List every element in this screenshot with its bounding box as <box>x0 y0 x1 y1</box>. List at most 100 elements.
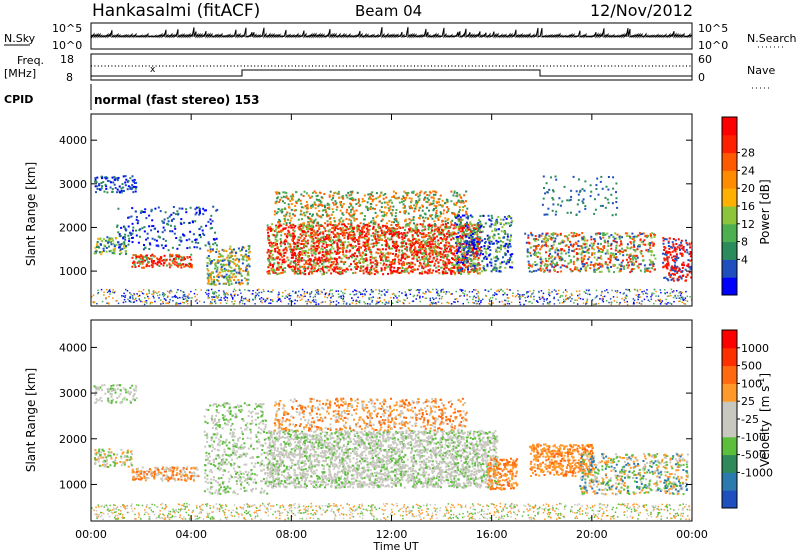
data-cell <box>490 261 493 264</box>
data-cell <box>414 193 417 196</box>
data-cell <box>323 240 326 243</box>
data-cell <box>355 238 358 241</box>
data-cell <box>199 212 201 215</box>
data-cell <box>299 265 301 268</box>
data-cell <box>282 200 284 203</box>
nsearch-label: N.Search <box>747 32 797 45</box>
data-cell <box>137 241 140 244</box>
data-cell <box>406 262 409 265</box>
data-cell <box>139 253 142 256</box>
data-cell <box>212 249 214 252</box>
data-cell <box>449 244 452 247</box>
data-cell <box>118 233 121 236</box>
data-cell <box>626 266 629 269</box>
data-cell <box>294 252 297 255</box>
data-cell <box>424 248 427 251</box>
data-cell <box>506 297 509 299</box>
data-cell <box>406 194 409 197</box>
data-cell <box>410 263 413 266</box>
data-cell <box>299 209 302 212</box>
data-cell <box>279 198 282 201</box>
data-cell <box>582 265 585 268</box>
data-cell <box>350 223 353 226</box>
data-cell <box>472 242 475 245</box>
data-cell <box>298 257 301 260</box>
data-cell <box>150 229 153 232</box>
data-cell <box>199 247 202 250</box>
data-cell <box>223 267 226 270</box>
data-cell <box>530 233 533 236</box>
data-cell <box>310 204 313 207</box>
data-cell <box>553 268 556 271</box>
data-cell <box>313 270 316 273</box>
data-cell <box>380 191 383 194</box>
data-cell <box>583 254 586 257</box>
data-cell <box>230 266 233 269</box>
data-cell <box>121 190 124 192</box>
data-cell <box>326 223 329 226</box>
data-cell <box>467 266 470 269</box>
data-cell <box>279 254 282 257</box>
data-cell <box>365 250 367 252</box>
data-cell <box>120 187 123 190</box>
data-cell <box>324 235 327 238</box>
data-cell <box>267 266 270 269</box>
data-cell <box>415 240 418 243</box>
data-cell <box>595 233 598 236</box>
data-cell <box>674 270 677 273</box>
data-cell <box>314 249 317 251</box>
data-cell <box>268 264 270 267</box>
data-cell <box>310 218 313 221</box>
data-cell <box>411 229 414 232</box>
data-cell <box>430 196 433 199</box>
data-cell <box>384 225 387 228</box>
data-cell <box>569 268 572 271</box>
data-cell <box>446 219 449 222</box>
data-cell <box>152 264 155 267</box>
data-cell <box>245 279 248 282</box>
data-cell <box>474 239 477 242</box>
data-cell <box>488 225 491 228</box>
data-cell <box>377 252 380 255</box>
data-cell <box>271 258 274 261</box>
data-cell <box>207 241 210 244</box>
data-cell <box>343 231 346 234</box>
data-cell <box>179 255 182 258</box>
data-cell <box>300 234 303 237</box>
data-cell <box>311 270 314 273</box>
data-cell <box>422 262 425 265</box>
data-cell <box>276 273 279 276</box>
data-cell <box>456 267 459 270</box>
data-cell <box>545 260 548 262</box>
data-cell <box>157 245 160 248</box>
data-cell <box>131 175 134 178</box>
data-cell <box>439 233 441 236</box>
data-cell <box>358 250 360 253</box>
data-cell <box>400 259 402 262</box>
data-cell <box>545 232 548 235</box>
data-cell <box>327 261 330 264</box>
data-cell <box>379 238 382 241</box>
data-cell <box>405 256 408 259</box>
data-cell <box>501 226 504 229</box>
data-cell <box>424 257 427 260</box>
data-cell <box>218 282 221 285</box>
data-cell <box>305 261 307 264</box>
data-cell <box>336 261 339 264</box>
data-cell <box>364 234 366 237</box>
data-cell <box>227 280 230 283</box>
data-cell <box>439 194 442 197</box>
data-cell <box>466 207 469 210</box>
data-cell <box>327 230 330 233</box>
data-cell <box>682 261 685 264</box>
data-cell <box>199 236 202 239</box>
data-cell <box>135 234 138 237</box>
data-cell <box>345 231 348 234</box>
data-cell <box>294 242 297 245</box>
data-cell <box>446 211 448 214</box>
data-cell <box>198 207 201 210</box>
data-cell <box>306 224 309 227</box>
data-cell <box>474 228 477 231</box>
data-cell <box>313 267 316 269</box>
data-cell <box>615 244 618 247</box>
